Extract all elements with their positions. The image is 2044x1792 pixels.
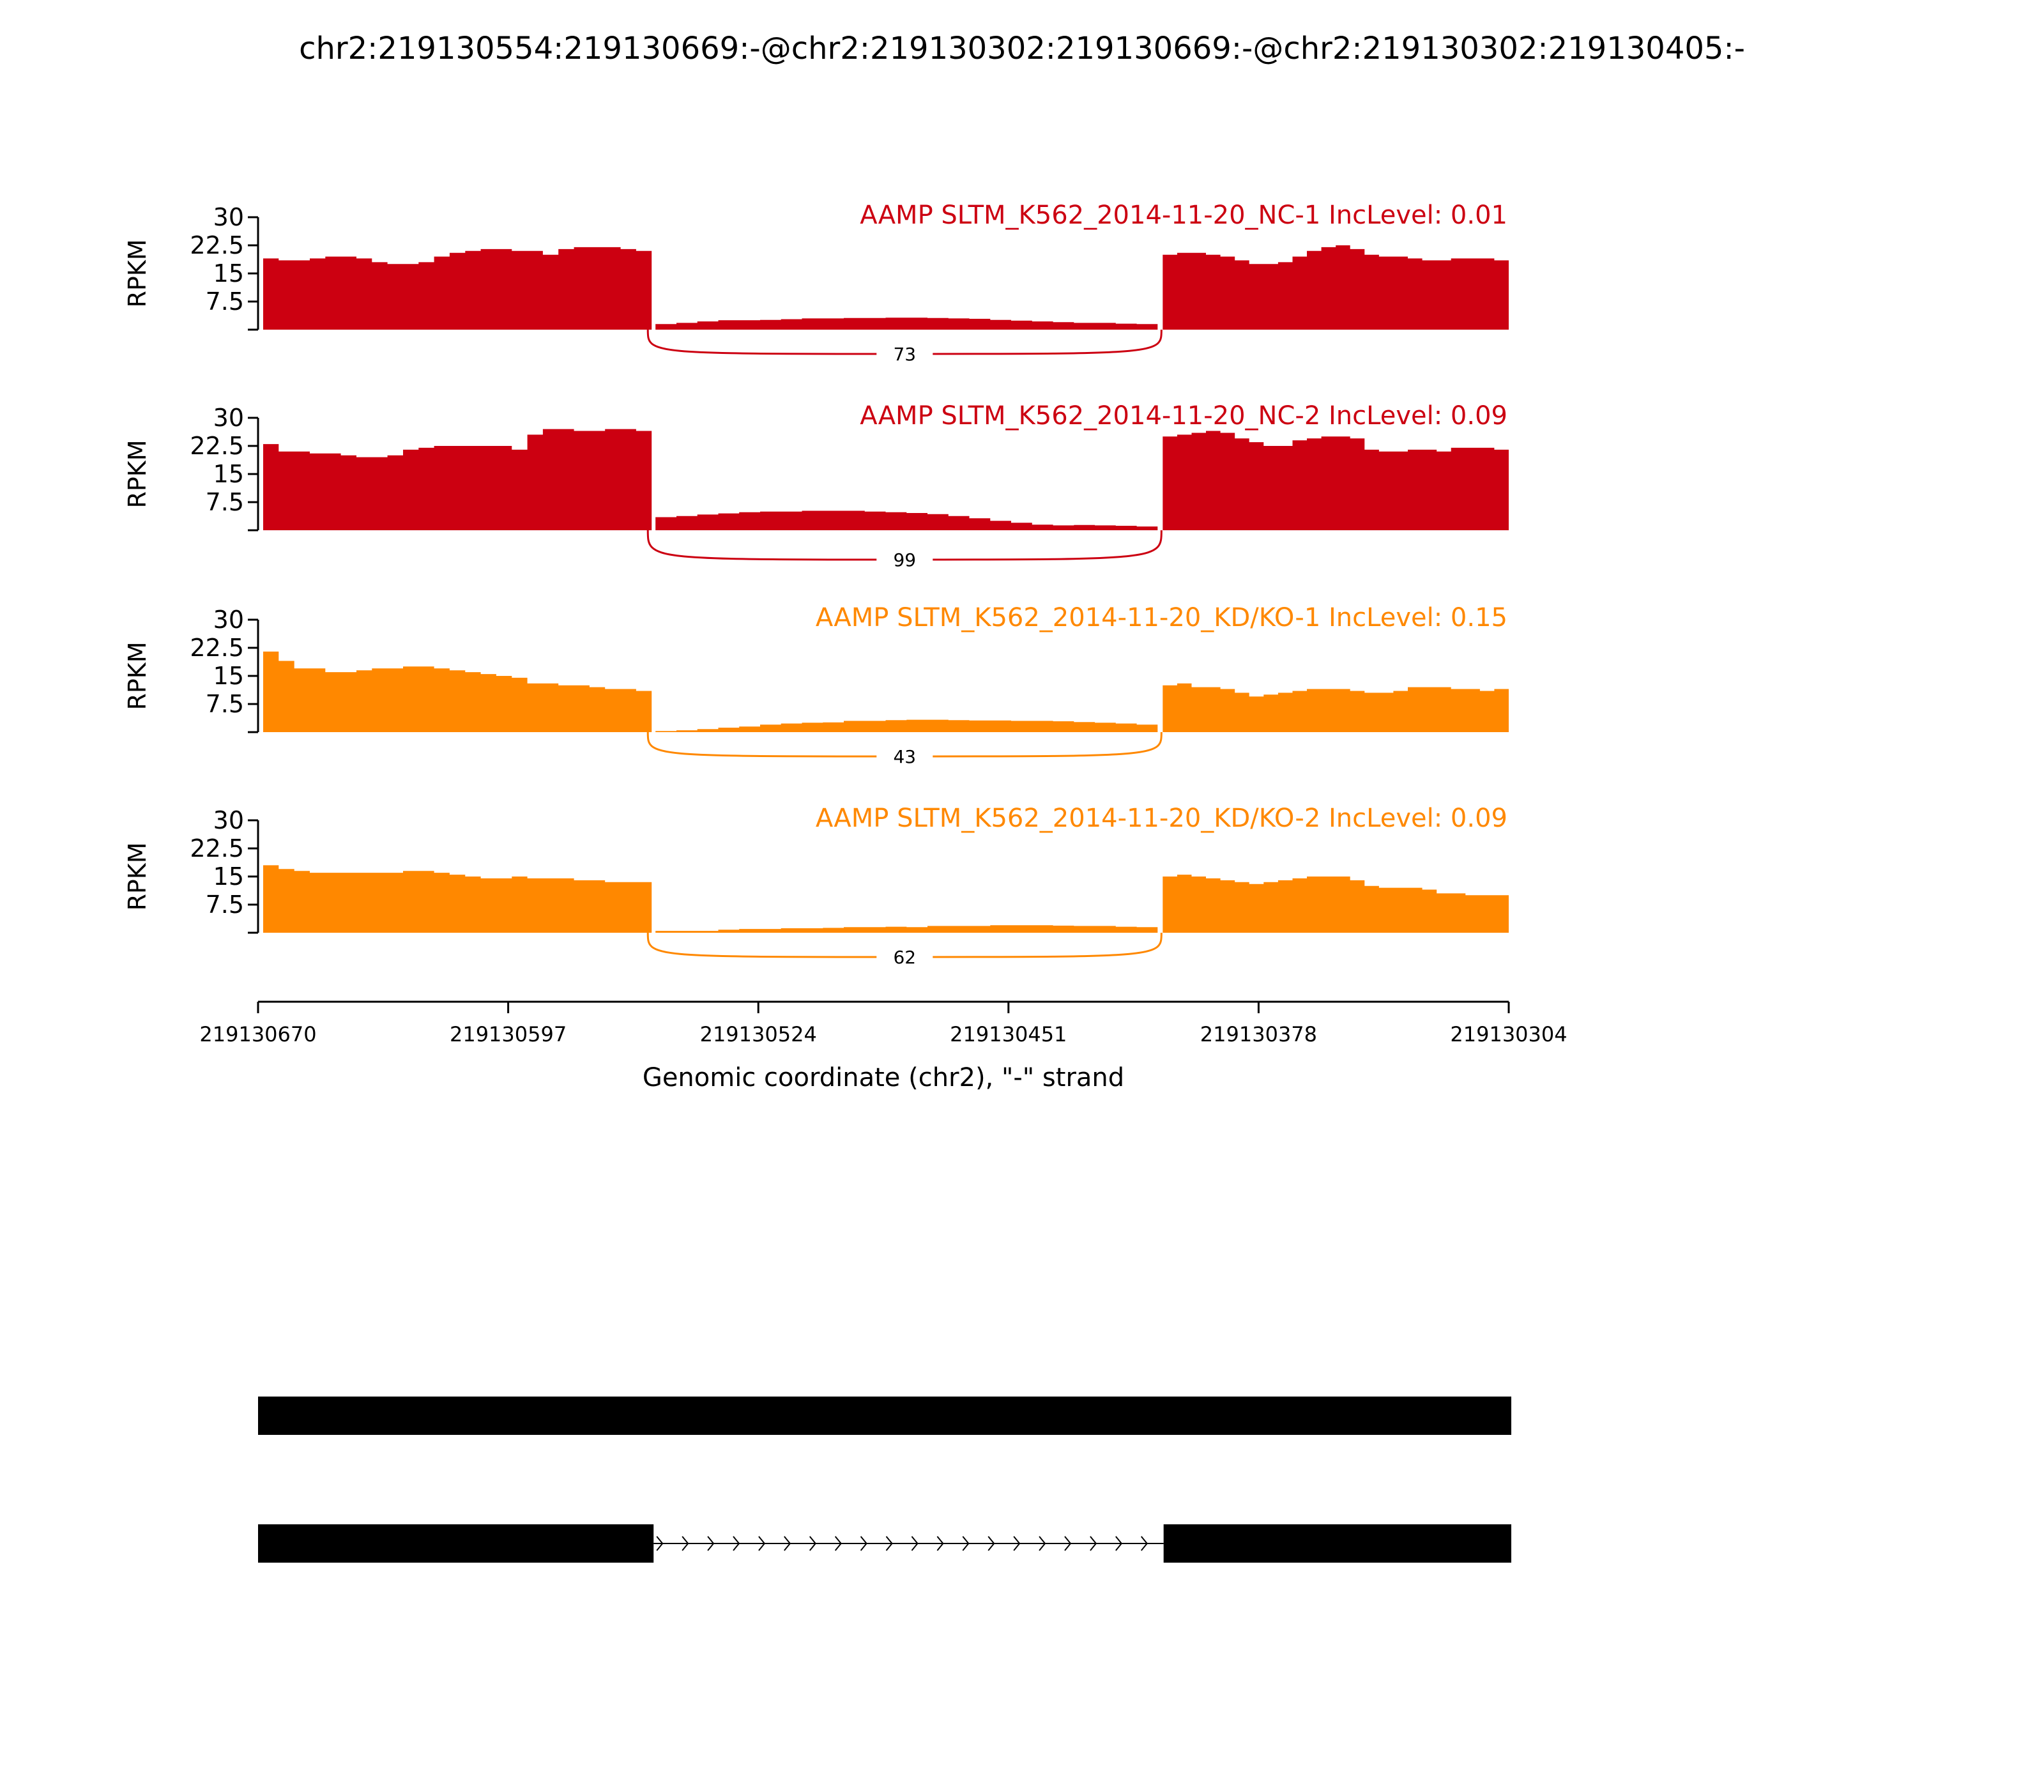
sample-label: AAMP SLTM_K562_2014-11-20_NC-1 IncLevel:… xyxy=(860,201,1507,230)
sample-label: AAMP SLTM_K562_2014-11-20_KD/KO-2 IncLev… xyxy=(816,804,1507,833)
y-tick-label: 22.5 xyxy=(190,432,244,460)
coverage-downstream-exon xyxy=(1163,431,1509,530)
junction-label-bg xyxy=(876,946,933,969)
intron-arrow xyxy=(656,1536,664,1551)
y-axis-label: RPKM xyxy=(123,239,151,307)
coverage-skipped-exon xyxy=(655,925,1158,933)
intron-arrow xyxy=(936,1536,944,1551)
coverage-downstream-exon xyxy=(1163,875,1509,933)
y-tick-label: 15 xyxy=(213,662,244,690)
intron-arrow xyxy=(707,1536,715,1551)
intron-arrow xyxy=(1039,1536,1046,1551)
junction-label-bg xyxy=(876,548,933,571)
junction-count: 62 xyxy=(893,947,916,968)
chart-title: chr2:219130554:219130669:-@chr2:21913030… xyxy=(299,31,1745,66)
y-tick-label: 30 xyxy=(213,606,244,634)
coverage-upstream-exon xyxy=(263,651,652,732)
coverage-skipped-exon xyxy=(655,318,1158,330)
intron-arrow xyxy=(733,1536,740,1551)
intron-arrow xyxy=(988,1536,995,1551)
junction-label-bg xyxy=(876,342,933,365)
x-tick-label: 219130451 xyxy=(950,1022,1067,1046)
y-tick-label: 22.5 xyxy=(190,231,244,259)
sample-label: AAMP SLTM_K562_2014-11-20_NC-2 IncLevel:… xyxy=(860,401,1507,431)
y-axis-label: RPKM xyxy=(123,842,151,910)
x-axis: 219130670 219130597 219130524 219130451 2191… xyxy=(199,1000,1567,1046)
y-axis-label: RPKM xyxy=(123,440,151,508)
intron-arrow xyxy=(682,1536,689,1551)
y-tick-label: 30 xyxy=(213,404,244,432)
coverage-skipped-exon xyxy=(655,510,1158,530)
intron-arrow xyxy=(1064,1536,1072,1551)
x-tick-label: 219130597 xyxy=(450,1022,567,1046)
y-tick-label: 15 xyxy=(213,259,244,287)
y-tick-label: 7.5 xyxy=(206,488,244,516)
y-tick-label: 30 xyxy=(213,806,244,834)
intron-arrow xyxy=(885,1536,893,1551)
y-tick-label: 7.5 xyxy=(206,287,244,316)
intron-arrow xyxy=(1140,1536,1148,1551)
y-tick-label: 7.5 xyxy=(206,891,244,919)
isoform-track xyxy=(258,1397,1511,1563)
coverage-upstream-exon xyxy=(263,429,652,530)
isoform xyxy=(258,1524,1511,1563)
y-tick-label: 15 xyxy=(213,460,244,488)
isoform xyxy=(258,1397,1511,1435)
coverage-upstream-exon xyxy=(263,247,652,330)
x-tick-label: 219130304 xyxy=(1450,1022,1567,1046)
x-tick-label: 219130378 xyxy=(1200,1022,1317,1046)
intron-arrow xyxy=(758,1536,766,1551)
x-tick-label: 219130670 xyxy=(199,1022,316,1046)
exon-block xyxy=(1163,1524,1511,1563)
exon-block xyxy=(258,1397,1511,1435)
intron-arrow xyxy=(911,1536,919,1551)
y-axis-label: RPKM xyxy=(123,641,151,710)
intron-arrow xyxy=(860,1536,867,1551)
y-tick-label: 22.5 xyxy=(190,634,244,662)
coverage-upstream-exon xyxy=(263,865,652,933)
intron-arrow xyxy=(1115,1536,1123,1551)
junction-label-bg xyxy=(876,745,933,768)
y-tick-label: 22.5 xyxy=(190,834,244,862)
junction-count: 99 xyxy=(893,549,916,571)
intron-arrow xyxy=(1013,1536,1021,1551)
x-axis-label: Genomic coordinate (chr2), "-" strand xyxy=(643,1063,1124,1092)
exon-block xyxy=(258,1524,654,1563)
intron-arrow xyxy=(784,1536,791,1551)
y-tick-label: 15 xyxy=(213,862,244,891)
y-tick-label: 30 xyxy=(213,203,244,231)
coverage-skipped-exon xyxy=(655,719,1158,732)
intron-arrow xyxy=(834,1536,842,1551)
intron-arrow xyxy=(1090,1536,1097,1551)
coverage-downstream-exon xyxy=(1163,683,1509,732)
sample-label: AAMP SLTM_K562_2014-11-20_KD/KO-1 IncLev… xyxy=(816,603,1507,632)
junction-count: 73 xyxy=(893,344,916,365)
intron-arrow xyxy=(962,1536,970,1551)
y-tick-label: 7.5 xyxy=(206,690,244,718)
coverage-downstream-exon xyxy=(1163,245,1509,330)
intron-arrow xyxy=(809,1536,817,1551)
x-tick-label: 219130524 xyxy=(700,1022,817,1046)
junction-count: 43 xyxy=(893,746,916,767)
